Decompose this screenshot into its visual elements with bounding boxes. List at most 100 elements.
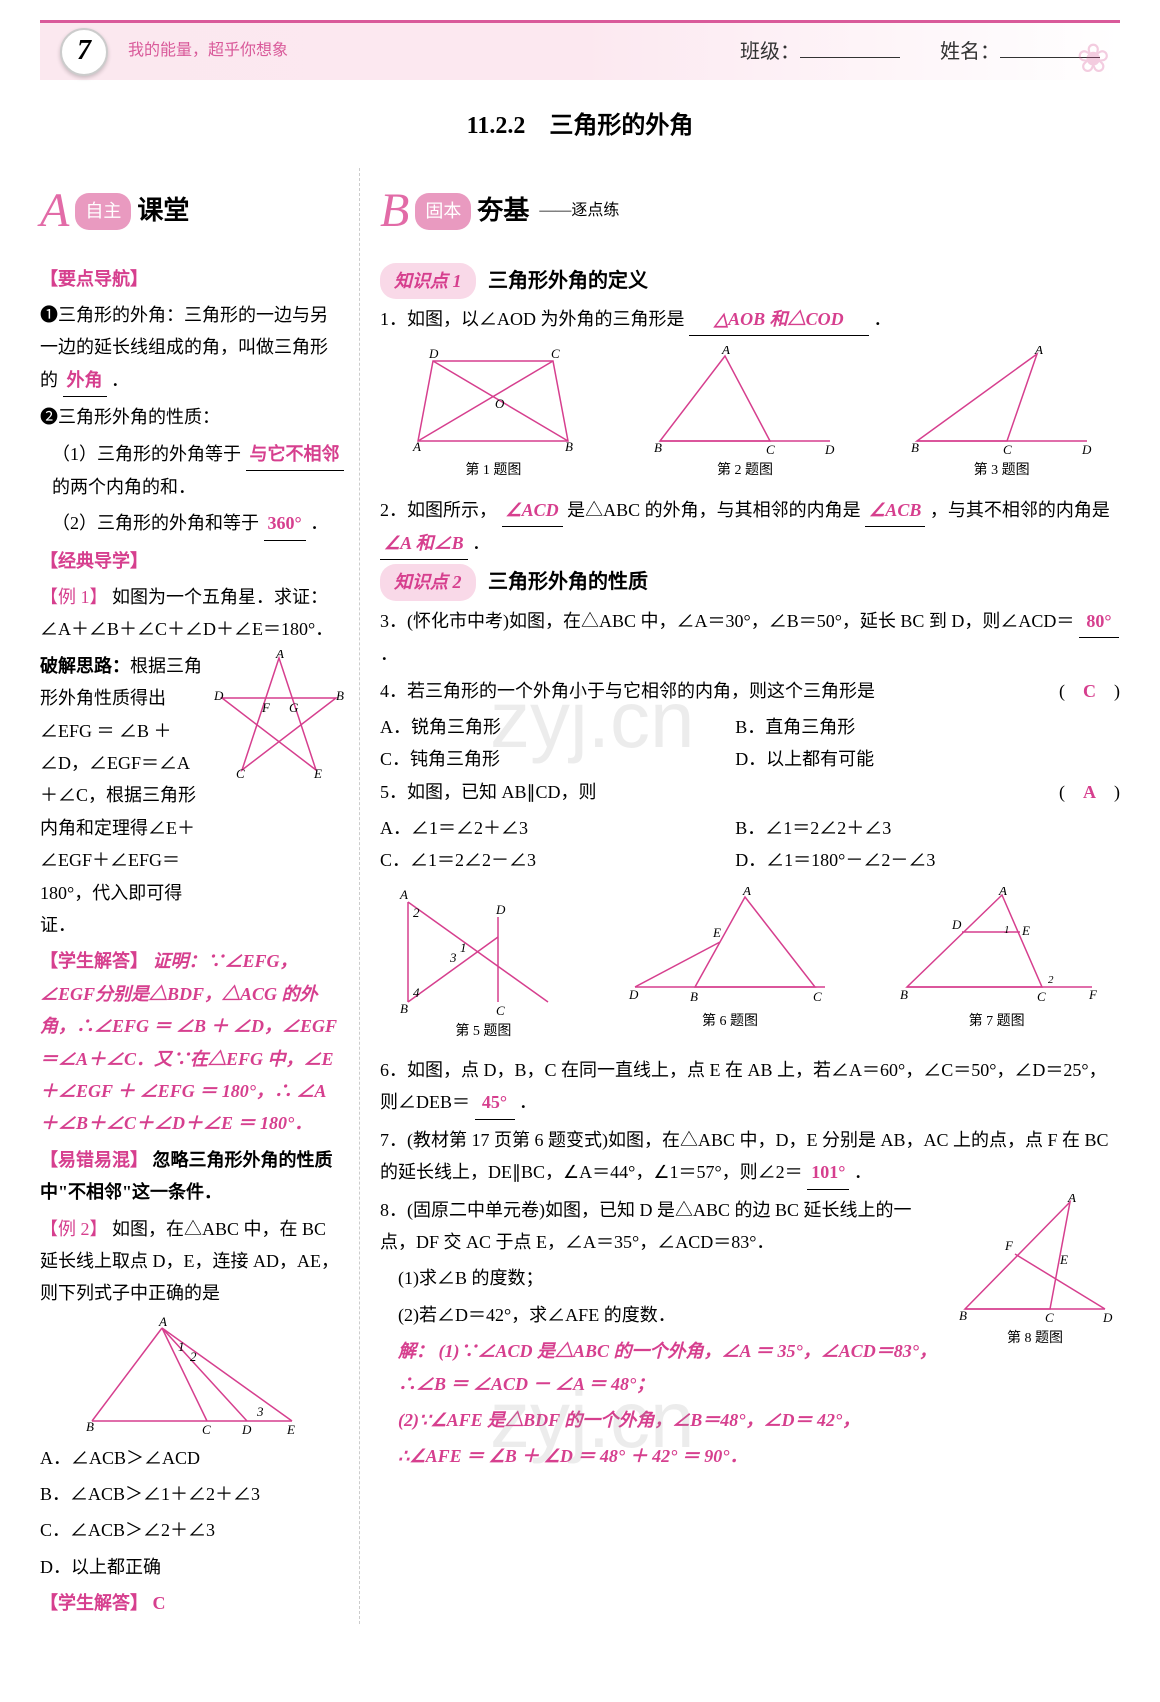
example-2: 【例 2】 如图，在△ABC 中，在 BC 延长线上取点 D，E，连接 AD，A… xyxy=(40,1213,344,1310)
decor-icon: ❀ xyxy=(1076,23,1110,95)
svg-text:1: 1 xyxy=(460,940,467,955)
figure-1: DC AB O 第 1 题图 xyxy=(403,346,583,483)
figure-5: AD BC 21 43 第 5 题图 xyxy=(398,887,568,1044)
student-answer-1: 【学生解答】 证明：∵∠EFG，∠EGF分别是△BDF，△ACG 的外角，∴∠E… xyxy=(40,945,344,1139)
ex2-figure: A B C D E 12 3 xyxy=(82,1316,302,1436)
q4-options: A．锐角三角形B．直角三角形 C．钝角三角形D．以上都有可能 xyxy=(380,711,1120,776)
nav-label: 【要点导航】 xyxy=(40,263,344,295)
point-2-2: （2）三角形的外角和等于 360° ． xyxy=(40,507,344,540)
easy-mix: 【易错易混】 忽略三角形外角的性质中"不相邻"这一条件． xyxy=(40,1144,344,1209)
svg-text:B: B xyxy=(654,440,662,455)
kp1: 知识点 1 三角形外角的定义 xyxy=(380,263,1120,299)
page-number-circle: 7 xyxy=(60,28,108,76)
kp2: 知识点 2 三角形外角的性质 xyxy=(380,564,1120,600)
svg-text:B: B xyxy=(565,439,573,454)
q5: 5．如图，已知 AB∥CD，则 ( A ) xyxy=(380,776,1120,808)
svg-text:B: B xyxy=(336,688,344,703)
svg-text:D: D xyxy=(214,688,224,703)
svg-text:C: C xyxy=(1037,989,1046,1004)
svg-text:D: D xyxy=(1102,1310,1113,1324)
svg-text:E: E xyxy=(1021,923,1030,938)
svg-text:F: F xyxy=(1088,987,1098,1002)
svg-text:D: D xyxy=(1081,442,1092,456)
svg-text:E: E xyxy=(286,1422,295,1436)
section-a-header: A 自主 课堂 xyxy=(40,168,344,254)
svg-text:D: D xyxy=(951,917,962,932)
svg-text:C: C xyxy=(496,1003,505,1017)
q8-1: (1)求∠B 的度数； xyxy=(380,1262,940,1294)
example-1: 【例 1】 如图为一个五角星．求证：∠A＋∠B＋∠C＋∠D＋∠E＝180°． xyxy=(40,581,344,646)
q7: 7．(教材第 17 页第 6 题变式)如图，在△ABC 中，D，E 分别是 AB… xyxy=(380,1124,1120,1190)
svg-text:D: D xyxy=(628,987,639,1002)
svg-text:B: B xyxy=(690,989,698,1004)
svg-text:E: E xyxy=(313,766,322,780)
page-title: 11.2.2 三角形的外角 xyxy=(40,105,1120,148)
svg-text:B: B xyxy=(959,1308,967,1323)
svg-text:C: C xyxy=(551,346,560,361)
svg-text:3: 3 xyxy=(449,950,457,965)
ex1-hint: 破解思路：根据三角形外角性质得出∠EFG ＝ ∠B ＋∠D，∠EGF＝∠A＋∠C… xyxy=(40,650,206,942)
ex2-opt-c: C．∠ACB＞∠2＋∠3 xyxy=(40,1514,344,1546)
svg-text:B: B xyxy=(86,1419,94,1434)
ex2-opt-a: A．∠ACB＞∠ACD xyxy=(40,1442,344,1474)
svg-text:A: A xyxy=(275,650,284,661)
figure-8: AF E BCD 第 8 题图 xyxy=(950,1194,1120,1477)
svg-text:C: C xyxy=(766,442,775,456)
svg-text:4: 4 xyxy=(413,985,420,1000)
svg-text:2: 2 xyxy=(1048,974,1054,986)
page-header: 7 我的能量，超乎你想象 班级： 姓名： ❀ xyxy=(40,20,1120,80)
svg-text:B: B xyxy=(400,1001,408,1016)
svg-text:E: E xyxy=(1059,1252,1068,1267)
svg-text:G: G xyxy=(289,700,299,715)
point-2-1: （1）三角形的外角等于 与它不相邻 的两个内角的和． xyxy=(40,438,344,504)
column-a: A 自主 课堂 【要点导航】 ❶三角形的外角：三角形的一边与另一边的延长线组成的… xyxy=(40,168,360,1623)
svg-text:3: 3 xyxy=(256,1404,264,1419)
svg-text:1: 1 xyxy=(178,1339,185,1354)
slogan: 我的能量，超乎你想象 xyxy=(128,37,288,66)
point-2: ❷三角形外角的性质： xyxy=(40,401,344,433)
svg-text:D: D xyxy=(824,442,835,456)
svg-text:F: F xyxy=(261,700,271,715)
svg-text:B: B xyxy=(911,440,919,455)
q8-2: (2)若∠D＝42°，求∠AFE 的度数． xyxy=(380,1299,940,1331)
svg-text:A: A xyxy=(1034,346,1043,357)
guide-label: 【经典导学】 xyxy=(40,545,344,577)
svg-text:A: A xyxy=(399,887,408,902)
svg-text:2: 2 xyxy=(413,905,420,920)
q5-options: A．∠1＝∠2＋∠3B．∠1＝2∠2＋∠3 C．∠1＝2∠2－∠3D．∠1＝18… xyxy=(380,812,1120,877)
svg-text:D: D xyxy=(495,902,506,917)
star-figure: A B E C D F G xyxy=(214,650,344,780)
svg-text:C: C xyxy=(1003,442,1012,456)
student-answer-2: 【学生解答】 C xyxy=(40,1587,344,1619)
q4: 4．若三角形的一个外角小于与它相邻的内角，则这个三角形是 ( C ) xyxy=(380,675,1120,707)
ex2-opt-d: D．以上都正确 xyxy=(40,1551,344,1583)
svg-text:1: 1 xyxy=(1004,924,1010,936)
svg-text:O: O xyxy=(495,396,505,411)
q8: 8．(固原二中单元卷)如图，已知 D 是△ABC 的边 BC 延长线上的一点，D… xyxy=(380,1194,940,1259)
ex2-opt-b: B．∠ACB＞∠1＋∠2＋∠3 xyxy=(40,1478,344,1510)
svg-text:A: A xyxy=(742,887,751,898)
q1: 1．如图，以∠AOD 为外角的三角形是 △AOB 和△COD ． xyxy=(380,303,1120,336)
svg-text:C: C xyxy=(1045,1310,1054,1324)
section-b-header: B 固本 夯基 ——逐点练 xyxy=(380,168,1120,254)
svg-text:A: A xyxy=(158,1316,167,1329)
svg-text:C: C xyxy=(813,989,822,1004)
q6: 6．如图，点 D，B，C 在同一直线上，点 E 在 AB 上，若∠A＝60°，∠… xyxy=(380,1054,1120,1120)
point-1: ❶三角形的外角：三角形的一边与另一边的延长线组成的角，叫做三角形的 外角 ． xyxy=(40,299,344,397)
svg-text:A: A xyxy=(1067,1194,1076,1205)
figure-7: AD E1 BC F2 第 7 题图 xyxy=(892,887,1102,1044)
svg-text:D: D xyxy=(241,1422,252,1436)
q2: 2．如图所示， ∠ACD 是△ABC 的外角，与其相邻的内角是 ∠ACB ，与其… xyxy=(380,494,1120,561)
q8-solution: 解： (1)∵∠ACD 是△ABC 的一个外角，∠A ＝ 35°，∠ACD＝83… xyxy=(380,1335,940,1400)
svg-text:A: A xyxy=(721,346,730,357)
figure-3: AB CD 第 3 题图 xyxy=(907,346,1097,483)
svg-text:F: F xyxy=(1004,1238,1014,1253)
figure-6: AE DBC 第 6 题图 xyxy=(625,887,835,1044)
figure-2: AB CD 第 2 题图 xyxy=(650,346,840,483)
svg-text:A: A xyxy=(998,887,1007,898)
svg-text:A: A xyxy=(412,439,421,454)
svg-text:C: C xyxy=(202,1422,211,1436)
svg-text:2: 2 xyxy=(190,1349,197,1364)
svg-text:D: D xyxy=(428,346,439,361)
class-label: 班级： xyxy=(740,34,900,70)
